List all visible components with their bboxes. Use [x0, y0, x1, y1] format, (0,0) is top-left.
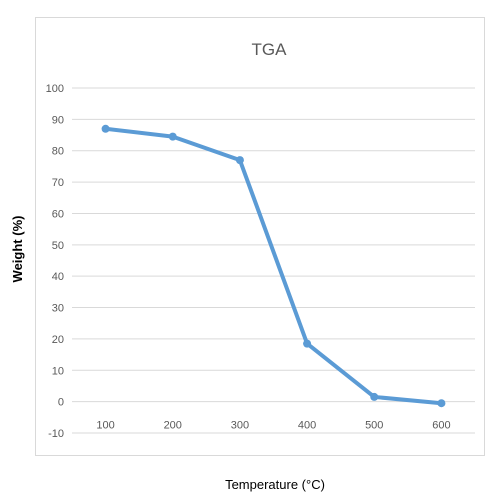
y-tick-labels: -10 0 10 20 30 40 50 60 70 80 90 100: [46, 83, 64, 440]
x-tick-label: 500: [365, 420, 383, 432]
y-tick-label: 70: [52, 177, 64, 189]
x-axis-label: Temperature (°C): [225, 477, 325, 492]
x-tick-label: 200: [164, 420, 182, 432]
x-tick-label: 600: [432, 420, 450, 432]
chart-title: TGA: [252, 40, 288, 59]
data-point: [235, 156, 244, 165]
x-tick-label: 300: [231, 420, 249, 432]
gridlines: [72, 87, 475, 434]
y-tick-label: 10: [52, 365, 64, 377]
data-point: [168, 132, 177, 141]
x-tick-labels: 100 200 300 400 500 600: [96, 420, 450, 432]
y-tick-label: 0: [58, 397, 64, 409]
y-axis-label: Weight (%): [10, 216, 25, 283]
y-tick-label: 20: [52, 334, 64, 346]
y-tick-label: 60: [52, 208, 64, 220]
data-point: [303, 339, 312, 348]
data-point: [101, 124, 110, 133]
series-line: [103, 126, 444, 406]
y-tick-label: 100: [46, 83, 64, 95]
series-layer: [101, 124, 446, 408]
y-tick-label: 30: [52, 303, 64, 315]
y-tick-label: 80: [52, 146, 64, 158]
data-point: [437, 399, 446, 408]
y-tick-label: 50: [52, 240, 64, 252]
y-tick-label: 90: [52, 114, 64, 126]
data-point: [370, 392, 379, 401]
y-tick-label: -10: [48, 428, 64, 440]
x-tick-label: 400: [298, 420, 316, 432]
chart-frame: [35, 17, 485, 456]
x-tick-label: 100: [96, 420, 114, 432]
y-tick-label: 40: [52, 271, 64, 283]
